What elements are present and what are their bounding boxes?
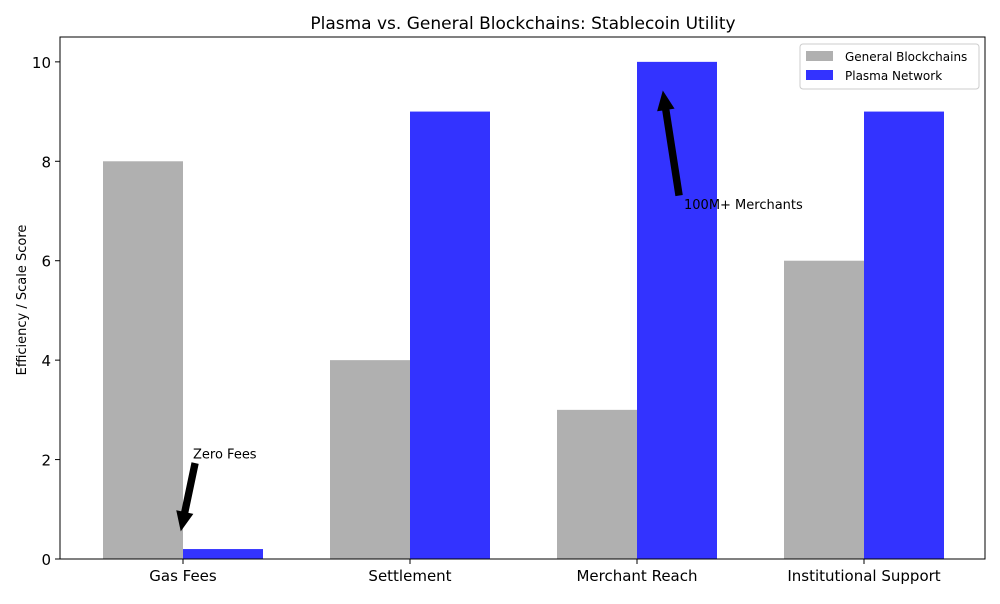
- y-tick-label: 0: [41, 551, 51, 569]
- plot-area: 0 2 4 6 8 10 Gas Fees Settlement Merchant Reach I…: [32, 36, 986, 585]
- bar-general-0: [103, 161, 183, 560]
- bar-general-1: [330, 360, 410, 559]
- y-tick-label: 2: [41, 452, 51, 470]
- bar-plasma-2: [637, 61, 717, 559]
- y-tick-label: 8: [41, 153, 51, 171]
- x-tick-label: Institutional Support: [787, 567, 940, 585]
- x-tick-label: Merchant Reach: [576, 567, 697, 585]
- chart-title: Plasma vs. General Blockchains: Stableco…: [310, 14, 735, 34]
- annotation-arrow-merchants: [657, 90, 683, 197]
- annotation-arrow-shape: [657, 90, 683, 197]
- x-tick-label: Gas Fees: [149, 567, 217, 585]
- legend-swatch-general: [806, 51, 833, 61]
- bar-plasma-3: [864, 111, 944, 560]
- annotation-arrow-zero-fees: [176, 462, 199, 532]
- annotation-zero-fees: Zero Fees: [193, 448, 257, 463]
- bar-general-3: [784, 260, 864, 559]
- annotation-merchants: 100M+ Merchants: [684, 198, 803, 213]
- annotation-arrow-shape: [176, 462, 199, 532]
- legend-label-general: General Blockchains: [845, 50, 967, 64]
- y-axis-label: Efficiency / Scale Score: [15, 225, 30, 376]
- legend-swatch-plasma: [806, 70, 833, 80]
- plot-frame: [59, 36, 986, 560]
- bar-general-2: [557, 409, 637, 559]
- bar-plasma-1: [410, 111, 490, 560]
- bar-plasma-0: [183, 549, 263, 559]
- x-tick-label: Settlement: [368, 567, 451, 585]
- y-tick-label: 6: [41, 253, 51, 271]
- legend-label-plasma: Plasma Network: [845, 69, 942, 83]
- legend-box: [799, 43, 980, 90]
- y-tick-label: 10: [32, 54, 51, 72]
- legend: General Blockchains Plasma Network: [799, 43, 980, 90]
- y-tick-label: 4: [41, 352, 51, 370]
